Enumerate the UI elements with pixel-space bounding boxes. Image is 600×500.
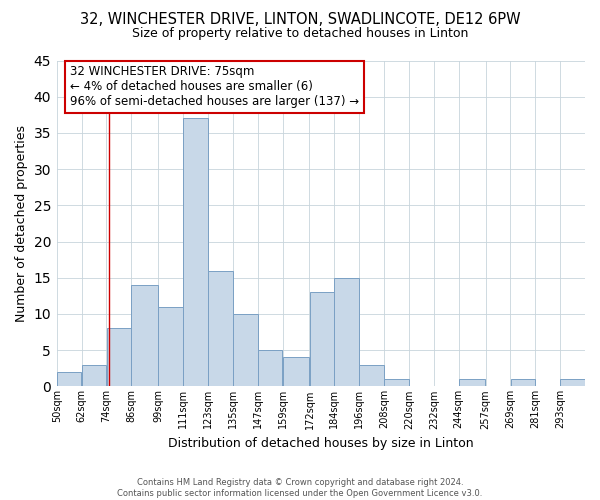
Bar [131, 285, 158, 386]
X-axis label: Distribution of detached houses by size in Linton: Distribution of detached houses by size … [168, 437, 473, 450]
Bar [560, 379, 585, 386]
Bar [359, 364, 384, 386]
Bar [384, 379, 409, 386]
Text: Size of property relative to detached houses in Linton: Size of property relative to detached ho… [132, 28, 468, 40]
Bar [158, 306, 183, 386]
Bar [459, 379, 485, 386]
Text: 32, WINCHESTER DRIVE, LINTON, SWADLINCOTE, DE12 6PW: 32, WINCHESTER DRIVE, LINTON, SWADLINCOT… [80, 12, 520, 28]
Bar [208, 270, 233, 386]
Text: 32 WINCHESTER DRIVE: 75sqm
← 4% of detached houses are smaller (6)
96% of semi-d: 32 WINCHESTER DRIVE: 75sqm ← 4% of detac… [70, 66, 359, 108]
Bar [107, 328, 131, 386]
Bar [283, 358, 310, 386]
Bar [258, 350, 283, 387]
Bar [233, 314, 257, 386]
Y-axis label: Number of detached properties: Number of detached properties [15, 125, 28, 322]
Bar [334, 278, 359, 386]
Bar [82, 364, 106, 386]
Bar [310, 292, 334, 386]
Bar [183, 118, 208, 386]
Bar [511, 379, 535, 386]
Text: Contains HM Land Registry data © Crown copyright and database right 2024.
Contai: Contains HM Land Registry data © Crown c… [118, 478, 482, 498]
Bar [57, 372, 82, 386]
